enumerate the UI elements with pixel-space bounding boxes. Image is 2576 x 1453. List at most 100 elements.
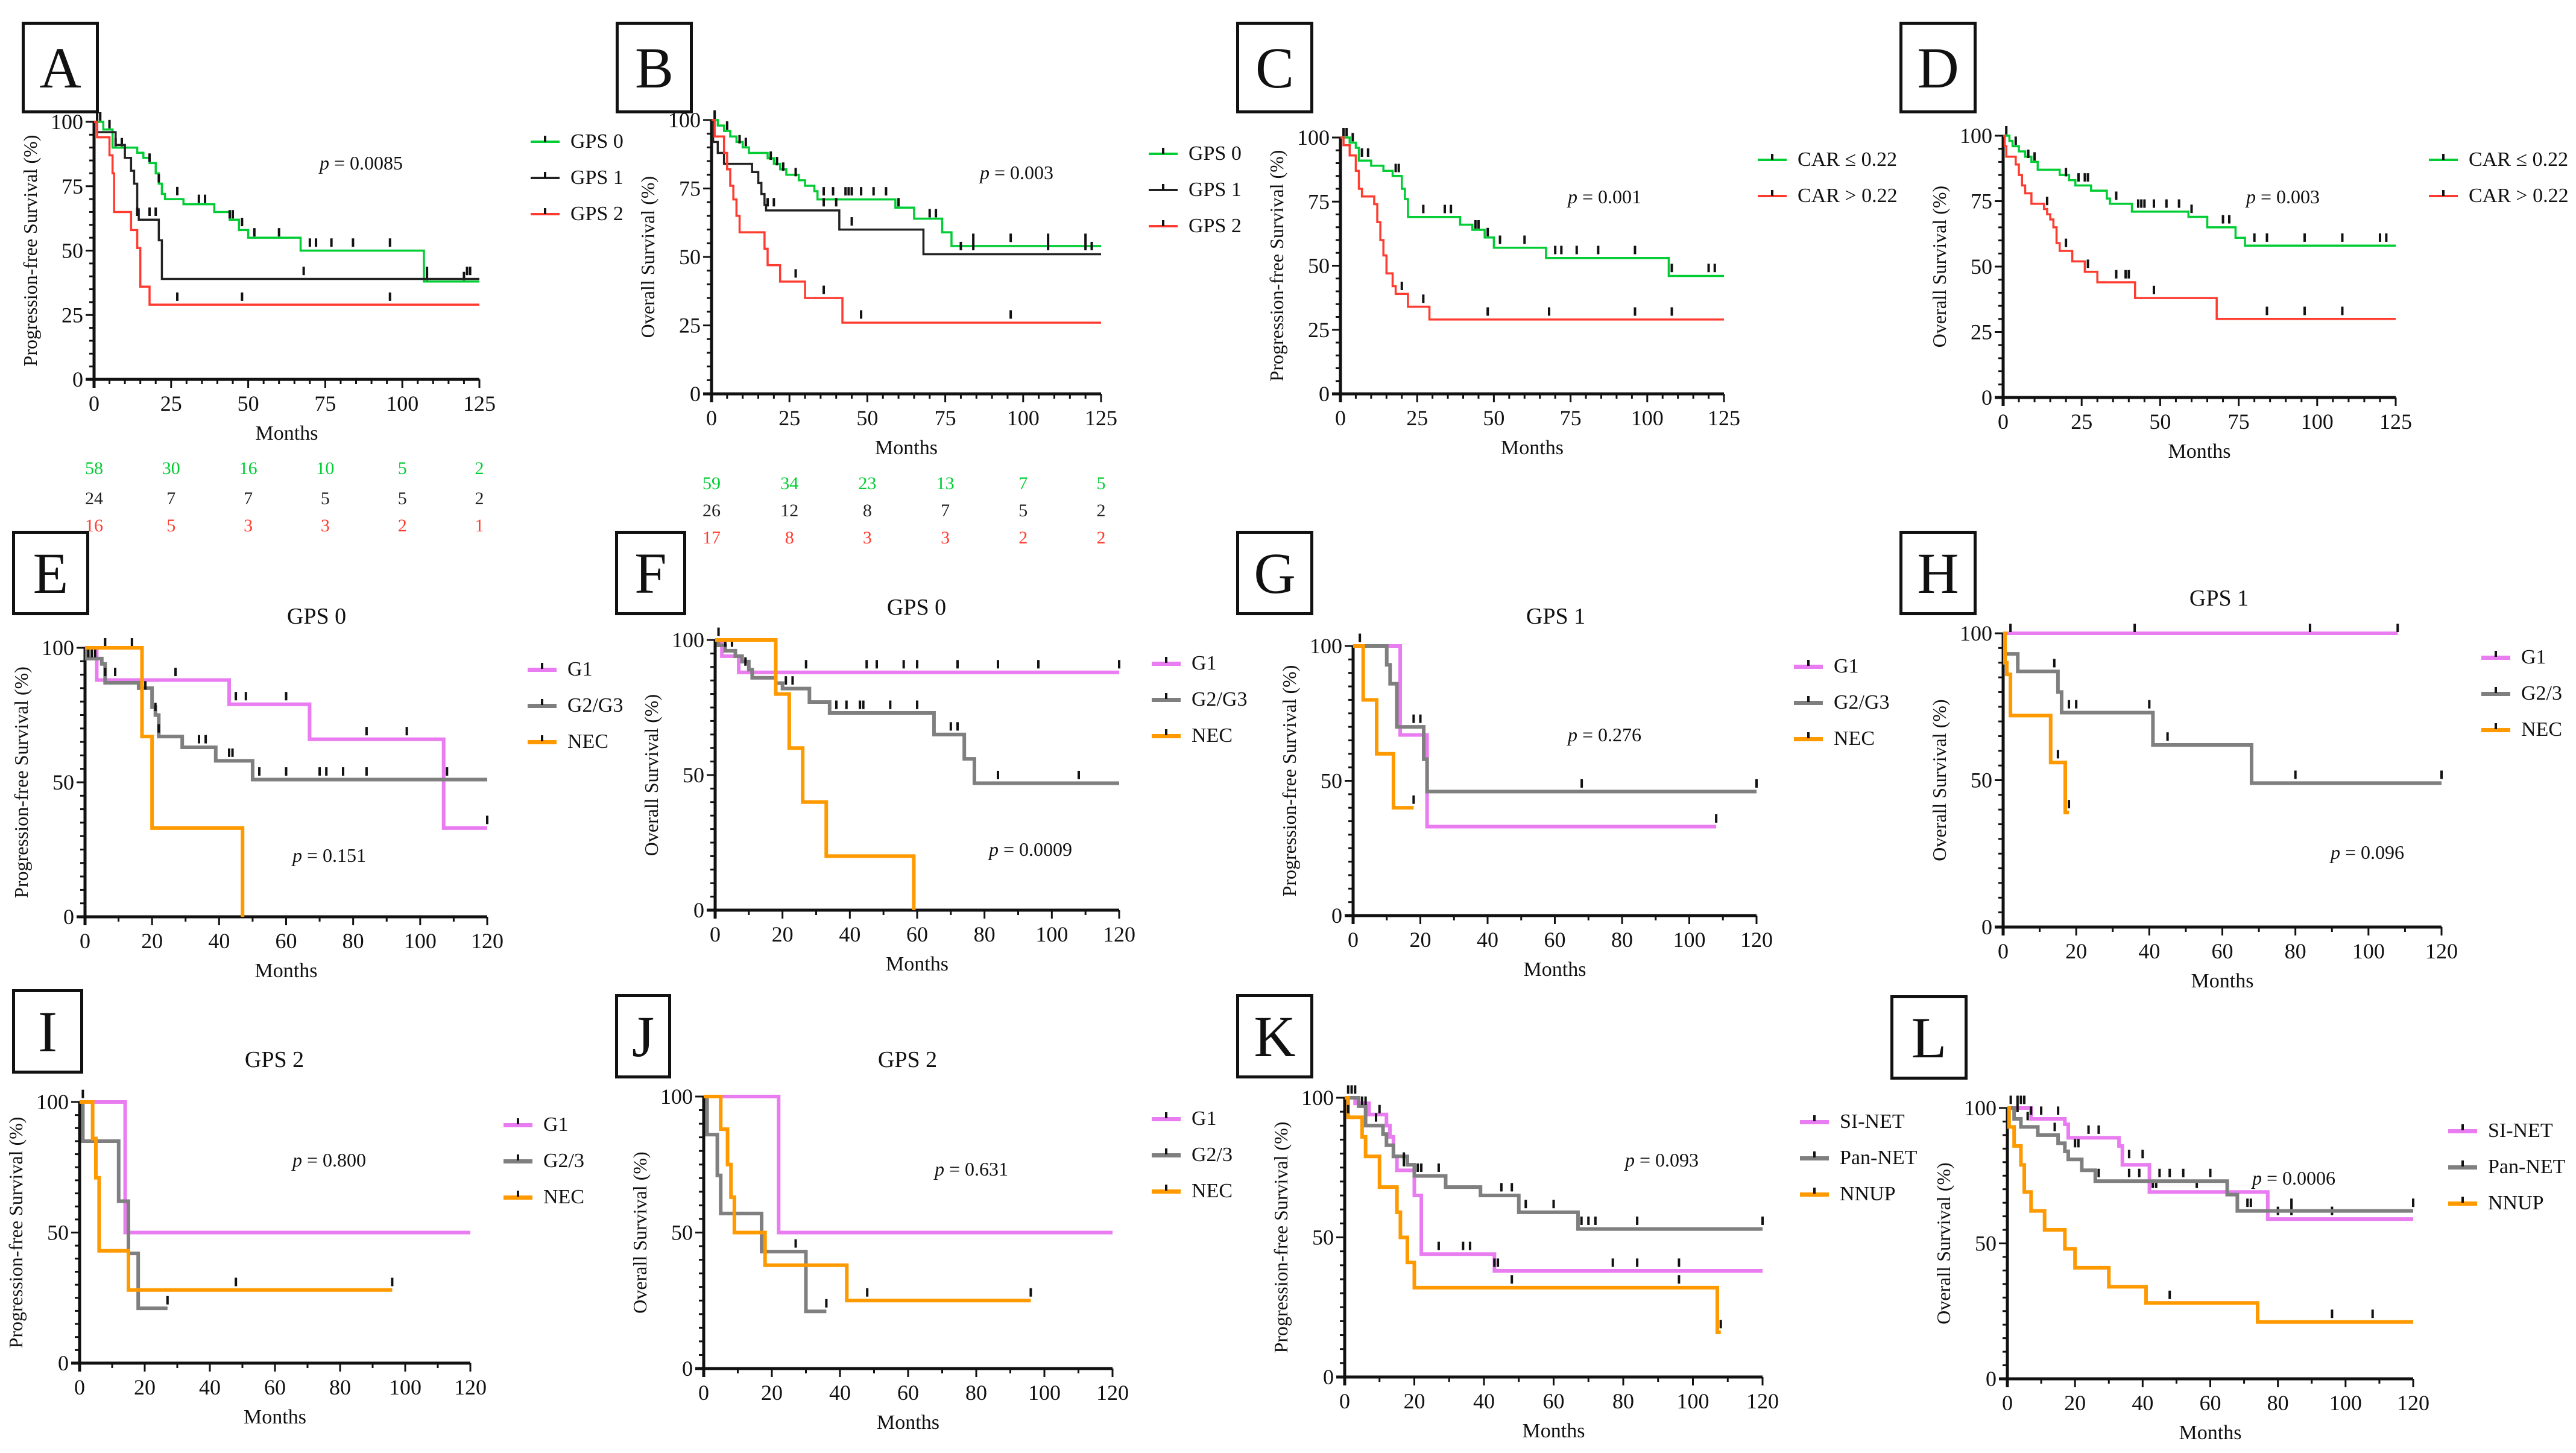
series-pan-net <box>2007 1095 2414 1213</box>
series-nec <box>715 638 916 910</box>
chart-subtitle: GPS 2 <box>244 1047 305 1072</box>
legend: G1 G2/3 NEC <box>1152 1101 1233 1209</box>
survival-curve <box>84 646 487 782</box>
series-gps-1 <box>712 119 1101 256</box>
legend-item: CAR > 0.22 <box>2429 178 2569 214</box>
legend: G1 G2/G3 NEC <box>528 651 623 760</box>
p-value-text: = 0.151 <box>302 844 367 866</box>
y-axis-label: Overall Survival (%) <box>1928 186 1950 347</box>
series-nec <box>80 1100 394 1292</box>
p-value: p = 0.0006 <box>2252 1167 2335 1189</box>
risk-count: 8 <box>862 501 872 521</box>
p-symbol: p <box>935 1158 944 1180</box>
risk-count: 7 <box>166 489 176 508</box>
legend-label: GPS 2 <box>570 203 623 225</box>
legend-swatch-orange <box>504 1190 532 1200</box>
x-tick-label: 100 <box>2301 410 2334 434</box>
x-tick-label: 60 <box>2212 939 2233 963</box>
y-tick-label: 100 <box>1960 621 1992 645</box>
x-tick-label: 100 <box>1028 1381 1061 1405</box>
legend-swatch-green <box>2429 154 2458 161</box>
legend-label: GPS 0 <box>1189 142 1242 165</box>
x-axis-label: Months <box>2191 970 2254 992</box>
series-g2-3 <box>2003 632 2443 785</box>
legend-item: G1 <box>528 651 623 688</box>
legend-swatch-magenta <box>1152 1112 1181 1121</box>
x-tick-label: 25 <box>1406 406 1428 430</box>
legend-swatch-black <box>1149 184 1178 191</box>
risk-count: 2 <box>1018 528 1028 548</box>
survival-curve <box>94 121 479 280</box>
series-g2-3 <box>80 1089 169 1311</box>
legend-label: GPS 0 <box>570 130 623 153</box>
x-tick-label: 50 <box>1483 406 1504 430</box>
p-symbol: p <box>292 844 302 866</box>
y-tick-label: 25 <box>1971 320 1992 344</box>
legend: CAR ≤ 0.22 CAR > 0.22 <box>2429 142 2569 214</box>
x-tick-label: 120 <box>1740 928 1773 952</box>
p-value-text: = 0.003 <box>990 162 1054 183</box>
x-axis-label: Months <box>886 953 949 975</box>
panel-label-j: J <box>615 994 671 1078</box>
x-tick-label: 60 <box>1543 1389 1565 1413</box>
y-tick-label: 50 <box>1971 768 1992 793</box>
x-axis-label: Months <box>875 437 938 459</box>
legend-swatch-gray <box>1152 692 1181 702</box>
p-symbol: p <box>2331 841 2340 863</box>
x-tick-label: 50 <box>856 406 878 430</box>
legend-item: CAR ≤ 0.22 <box>2429 142 2569 178</box>
y-tick-label: 50 <box>683 763 704 787</box>
survival-curve <box>1353 644 1757 794</box>
x-tick-label: 40 <box>829 1381 851 1405</box>
series-g1 <box>80 1100 470 1235</box>
x-tick-label: 100 <box>1677 1389 1709 1413</box>
p-value-text: = 0.0006 <box>2262 1167 2336 1189</box>
legend-swatch-magenta <box>528 662 557 672</box>
y-axis-label: Overall Survival (%) <box>1933 1162 1954 1324</box>
y-tick-label: 50 <box>47 1221 69 1245</box>
p-value-text: = 0.093 <box>1635 1149 1699 1171</box>
y-tick-label: 100 <box>1960 124 1992 148</box>
x-axis-label: Months <box>1523 1420 1585 1442</box>
legend-item: GPS 0 <box>531 124 623 160</box>
p-value: p = 0.096 <box>2331 841 2404 864</box>
p-value: p = 0.003 <box>2246 186 2320 208</box>
series-g2-g3 <box>84 646 487 782</box>
x-tick-label: 125 <box>463 391 496 416</box>
y-tick-label: 100 <box>1297 125 1330 150</box>
legend-item: NEC <box>1794 721 1890 757</box>
chart-h: 0 50 100 0 20 40 60 80 100 120 Months Overall Survi… <box>1928 621 2458 992</box>
legend-swatch-magenta <box>504 1118 532 1127</box>
axes: 0 25 50 75 100 0 25 50 75 100 125 Months Progression… <box>19 110 496 445</box>
y-tick-label: 100 <box>660 1084 693 1109</box>
y-axis-label: Progression-free Survival (%) <box>5 1117 27 1349</box>
x-tick-label: 40 <box>1477 928 1498 952</box>
legend-label: NEC <box>1192 724 1233 747</box>
risk-count: 30 <box>162 458 180 478</box>
x-tick-label: 0 <box>1335 406 1346 430</box>
x-tick-label: 120 <box>1103 922 1135 946</box>
series-gps-2 <box>712 119 1101 324</box>
y-tick-label: 75 <box>62 174 83 198</box>
axes: 0 50 100 0 20 40 60 80 100 120 Months Progression-f… <box>5 1090 487 1428</box>
legend-swatch-magenta <box>1800 1115 1829 1124</box>
x-tick-label: 75 <box>314 391 336 416</box>
chart-c: 0 25 50 75 100 0 25 50 75 100 125 Months Progression… <box>1266 125 1740 459</box>
risk-count: 5 <box>397 489 407 508</box>
x-tick-label: 80 <box>974 922 996 946</box>
chart-d: 0 25 50 75 100 0 25 50 75 100 125 Months Overall Sur… <box>1928 124 2412 463</box>
x-tick-label: 0 <box>1998 410 2009 434</box>
y-tick-label: 25 <box>679 314 701 338</box>
x-tick-label: 120 <box>454 1375 487 1399</box>
legend-swatch-orange <box>1152 729 1181 738</box>
x-tick-label: 100 <box>1007 406 1040 430</box>
legend-swatch-green <box>1758 154 1787 161</box>
y-tick-label: 25 <box>62 303 83 327</box>
x-tick-label: 0 <box>710 922 721 946</box>
survival-curve <box>712 119 1101 324</box>
survival-curve <box>1345 1096 1721 1334</box>
x-tick-label: 0 <box>89 391 99 416</box>
x-tick-label: 120 <box>471 929 504 953</box>
x-tick-label: 50 <box>2149 410 2171 434</box>
legend-label: NNUP <box>2488 1192 2544 1214</box>
